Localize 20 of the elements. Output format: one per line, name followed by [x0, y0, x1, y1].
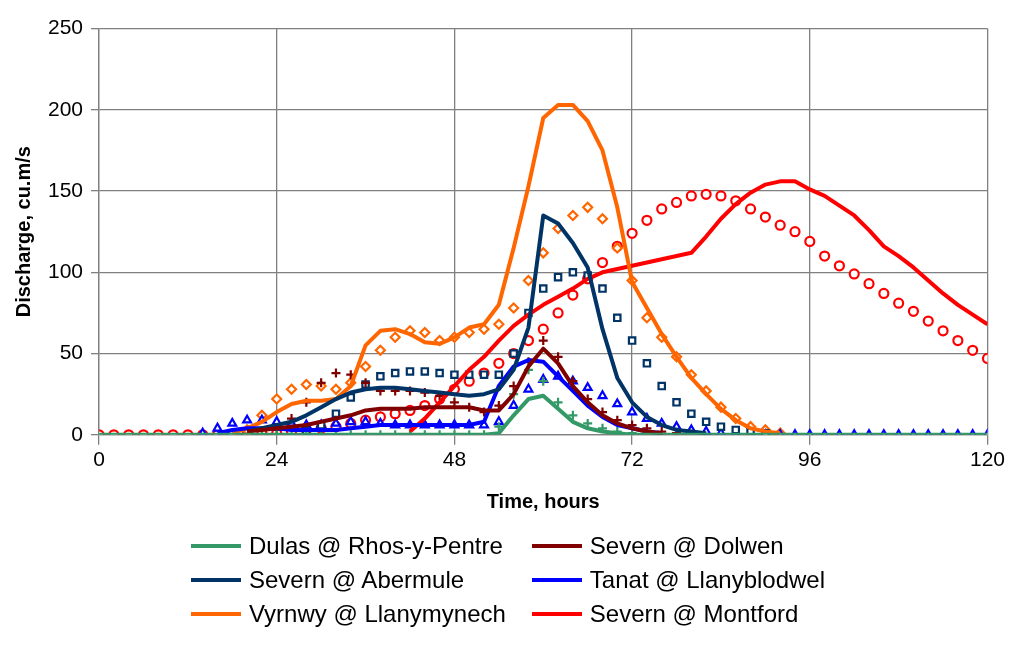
- y-tick-label: 150: [47, 177, 84, 201]
- x-tick-label: 48: [442, 447, 467, 471]
- y-tick-label: 200: [47, 96, 84, 120]
- x-axis-title: Time, hours: [486, 489, 600, 512]
- y-tick-label: 100: [47, 259, 84, 283]
- y-axis-title: Discharge, cu.m/s: [11, 146, 34, 318]
- y-tick-label: 250: [47, 15, 84, 39]
- legend-label: Dulas @ Rhos-y-Pentre: [248, 532, 503, 560]
- x-tick-label: 0: [93, 447, 105, 471]
- x-tick-label: 72: [620, 447, 644, 471]
- y-tick-label: 0: [71, 421, 84, 445]
- legend-label: Tanat @ Llanyblodwel: [589, 566, 826, 594]
- x-tick-label: 120: [969, 447, 1005, 471]
- y-tick-label: 50: [59, 340, 84, 364]
- legend-label: Severn @ Montford: [589, 600, 799, 628]
- legend-label: Severn @ Dolwen: [589, 532, 784, 560]
- legend-label: Severn @ Abermule: [248, 566, 465, 594]
- x-tick-label: 24: [265, 447, 289, 471]
- legend-label: Vyrnwy @ Llanymynech: [248, 600, 506, 628]
- x-tick-label: 96: [798, 447, 822, 471]
